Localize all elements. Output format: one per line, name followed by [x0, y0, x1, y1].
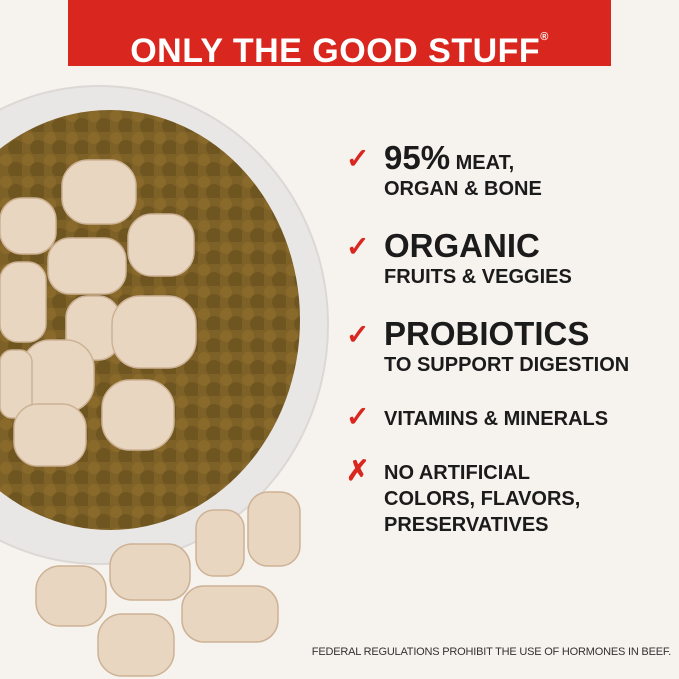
chunk	[195, 509, 245, 577]
chunk	[97, 613, 175, 677]
chunk	[127, 213, 195, 277]
check-icon: ✓	[346, 401, 370, 432]
feature-subtext: COLORS, FLAVORS,	[384, 488, 581, 510]
chunk	[101, 379, 175, 451]
chunk	[13, 403, 87, 467]
feature-heading: ORGANIC	[384, 227, 540, 264]
check-icon: ✓	[346, 143, 370, 174]
registered-mark: ®	[540, 31, 549, 43]
chunk	[35, 565, 107, 627]
banner-text: ONLY THE GOOD STUFF	[130, 32, 541, 70]
chunk	[0, 197, 57, 255]
feature-heading: PROBIOTICS	[384, 315, 590, 352]
feature-vitamins: ✓ VITAMINS & MINERALS	[346, 401, 672, 432]
feature-subtext: VITAMINS & MINERALS	[384, 408, 609, 430]
check-icon: ✓	[346, 231, 370, 262]
feature-subtext: FRUITS & VEGGIES	[384, 266, 572, 288]
freeze-dried-chunks	[0, 159, 301, 677]
x-icon: ✗	[346, 455, 370, 486]
feature-no-artificial: ✗ NO ARTIFICIAL COLORS, FLAVORS, PRESERV…	[346, 455, 672, 538]
chunk	[247, 491, 301, 567]
feature-meat: ✓ 95% MEAT, ORGAN & BONE	[346, 140, 672, 202]
chunk	[47, 237, 127, 295]
feature-subtext: NO ARTIFICIAL	[384, 462, 530, 484]
chunk	[181, 585, 279, 643]
chunk	[61, 159, 137, 225]
banner-title: ONLY THE GOOD STUFF®	[68, 0, 611, 70]
feature-probiotics: ✓ PROBIOTICS TO SUPPORT DIGESTION	[346, 316, 672, 378]
feature-subtext: PRESERVATIVES	[384, 514, 549, 536]
footnote: FEDERAL REGULATIONS PROHIBIT THE USE OF …	[311, 646, 671, 658]
chunk	[109, 543, 191, 601]
chunk	[0, 261, 47, 343]
feature-subtext: TO SUPPORT DIGESTION	[384, 354, 630, 376]
chunk	[21, 339, 95, 413]
feature-organic: ✓ ORGANIC FRUITS & VEGGIES	[346, 228, 672, 290]
feature-subtext: ORGAN & BONE	[384, 178, 542, 200]
chunk	[111, 295, 197, 369]
check-icon: ✓	[346, 319, 370, 350]
feature-list: ✓ 95% MEAT, ORGAN & BONE ✓ ORGANIC FRUIT…	[346, 140, 672, 538]
feature-heading: 95%	[384, 139, 451, 176]
feature-heading-suffix: MEAT,	[450, 152, 515, 174]
